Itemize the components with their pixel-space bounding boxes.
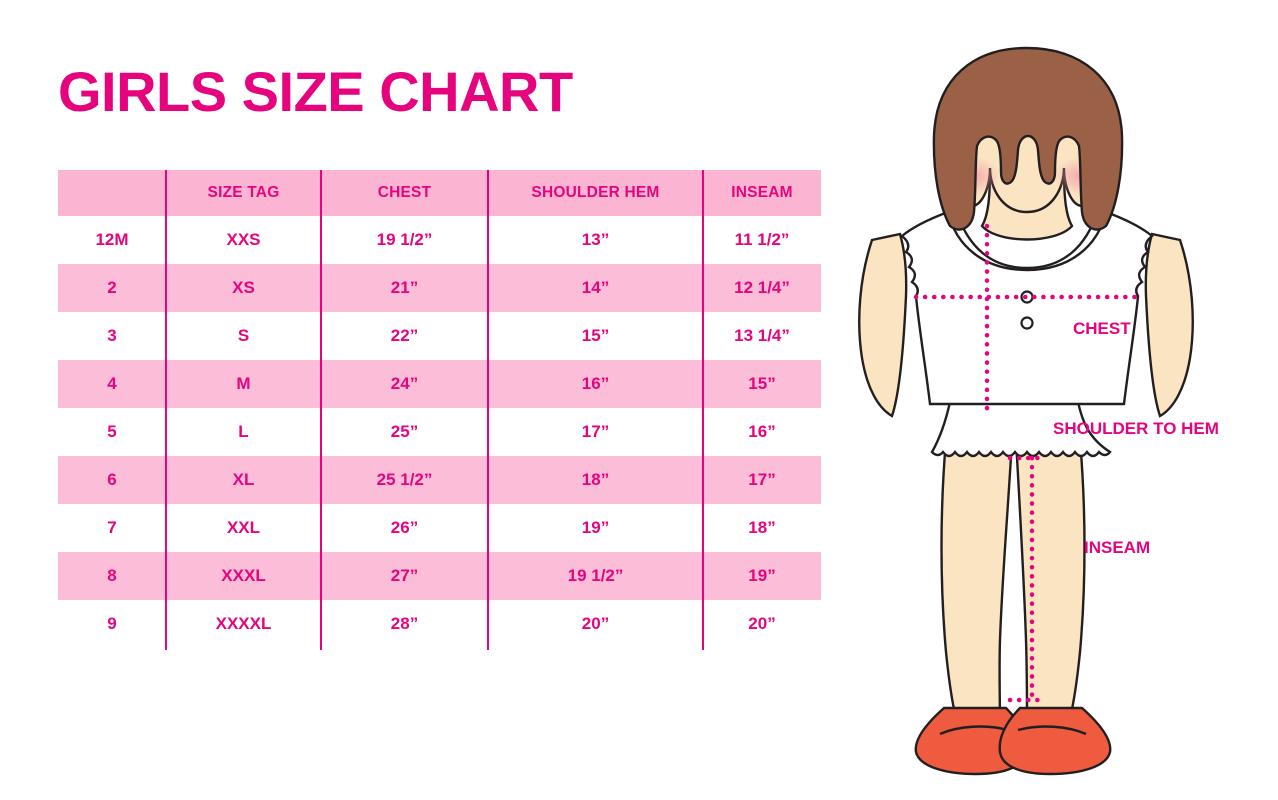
cell-size: 8	[58, 552, 166, 600]
cell-inseam: 17”	[703, 456, 821, 504]
cell-size-tag: XL	[166, 456, 321, 504]
cell-inseam: 15”	[703, 360, 821, 408]
table-row: 2 XS 21” 14” 12 1/4”	[58, 264, 821, 312]
measurement-label-shoulder-to-hem: SHOULDER TO HEM	[1053, 419, 1219, 438]
cell-size: 6	[58, 456, 166, 504]
table-body: 12M XXS 19 1/2” 13” 11 1/2” 2 XS 21” 14” 12 1/4” 3…	[58, 216, 821, 648]
cell-inseam: 16”	[703, 408, 821, 456]
cell-chest: 25”	[321, 408, 488, 456]
column-header-shoulder-hem: SHOULDER HEM	[488, 170, 703, 216]
measurement-label-inseam: INSEAM	[1084, 538, 1151, 557]
cell-inseam: 19”	[703, 552, 821, 600]
cell-size: 2	[58, 264, 166, 312]
cell-inseam: 18”	[703, 504, 821, 552]
cell-chest: 21”	[321, 264, 488, 312]
cell-shoulder-hem: 19”	[488, 504, 703, 552]
button-bottom	[1020, 316, 1034, 330]
cell-chest: 24”	[321, 360, 488, 408]
cell-size: 12M	[58, 216, 166, 264]
cell-size: 5	[58, 408, 166, 456]
girl-figure-svg	[858, 46, 1194, 776]
cell-size: 9	[58, 600, 166, 648]
table-row: 5 L 25” 17” 16”	[58, 408, 821, 456]
cell-size-tag: XXXL	[166, 552, 321, 600]
column-header-size-tag: SIZE TAG	[166, 170, 321, 216]
table-row: 6 XL 25 1/2” 18” 17”	[58, 456, 821, 504]
shoes-group	[914, 706, 1112, 776]
cell-chest: 27”	[321, 552, 488, 600]
cell-shoulder-hem: 19 1/2”	[488, 552, 703, 600]
cell-size-tag: L	[166, 408, 321, 456]
hair	[932, 46, 1124, 231]
cell-shoulder-hem: 20”	[488, 600, 703, 648]
table-row: 7 XXL 26” 19” 18”	[58, 504, 821, 552]
cell-chest: 25 1/2”	[321, 456, 488, 504]
figure-body-group	[858, 46, 1194, 776]
cell-size-tag: XXXXL	[166, 600, 321, 648]
cell-shoulder-hem: 13”	[488, 216, 703, 264]
arms-group	[858, 232, 1194, 418]
column-divider-1	[165, 170, 167, 650]
tank-top	[900, 209, 1154, 406]
cell-chest: 19 1/2”	[321, 216, 488, 264]
cell-size: 4	[58, 360, 166, 408]
column-header-chest: CHEST	[321, 170, 488, 216]
measurement-guides	[913, 223, 1141, 703]
measurement-label-chest: CHEST	[1073, 319, 1131, 338]
column-header-size	[58, 170, 166, 216]
cell-inseam: 11 1/2”	[703, 216, 821, 264]
column-divider-4	[702, 170, 704, 650]
cell-size: 7	[58, 504, 166, 552]
table-row: 12M XXS 19 1/2” 13” 11 1/2”	[58, 216, 821, 264]
column-divider-2	[320, 170, 322, 650]
cell-inseam: 20”	[703, 600, 821, 648]
inseam-guide	[1007, 455, 1041, 703]
table-row: 8 XXXL 27” 19 1/2” 19”	[58, 552, 821, 600]
table-row: 3 S 22” 15” 13 1/4”	[58, 312, 821, 360]
cell-shoulder-hem: 17”	[488, 408, 703, 456]
cell-size: 3	[58, 312, 166, 360]
cell-size-tag: XXL	[166, 504, 321, 552]
cell-inseam: 13 1/4”	[703, 312, 821, 360]
bloomer-shorts	[930, 400, 1112, 458]
cell-inseam: 12 1/4”	[703, 264, 821, 312]
cell-shoulder-hem: 15”	[488, 312, 703, 360]
column-header-inseam: INSEAM	[703, 170, 821, 216]
page-title: GIRLS SIZE CHART	[58, 60, 573, 123]
cell-size-tag: S	[166, 312, 321, 360]
cell-size-tag: M	[166, 360, 321, 408]
cell-shoulder-hem: 14”	[488, 264, 703, 312]
column-divider-3	[487, 170, 489, 650]
legs-group	[940, 438, 1086, 728]
cell-chest: 26”	[321, 504, 488, 552]
size-chart-table: SIZE TAG CHEST SHOULDER HEM INSEAM 12M XX…	[58, 170, 821, 648]
cell-chest: 28”	[321, 600, 488, 648]
cell-size-tag: XXS	[166, 216, 321, 264]
cell-chest: 22”	[321, 312, 488, 360]
girl-figure-illustration: CHEST SHOULDER TO HEM INSEAM	[840, 40, 1278, 780]
cell-shoulder-hem: 18”	[488, 456, 703, 504]
cell-size-tag: XS	[166, 264, 321, 312]
table-header-row: SIZE TAG CHEST SHOULDER HEM INSEAM	[58, 170, 821, 216]
table-row: 4 M 24” 16” 15”	[58, 360, 821, 408]
table-row: 9 XXXXL 28” 20” 20”	[58, 600, 821, 648]
cell-shoulder-hem: 16”	[488, 360, 703, 408]
